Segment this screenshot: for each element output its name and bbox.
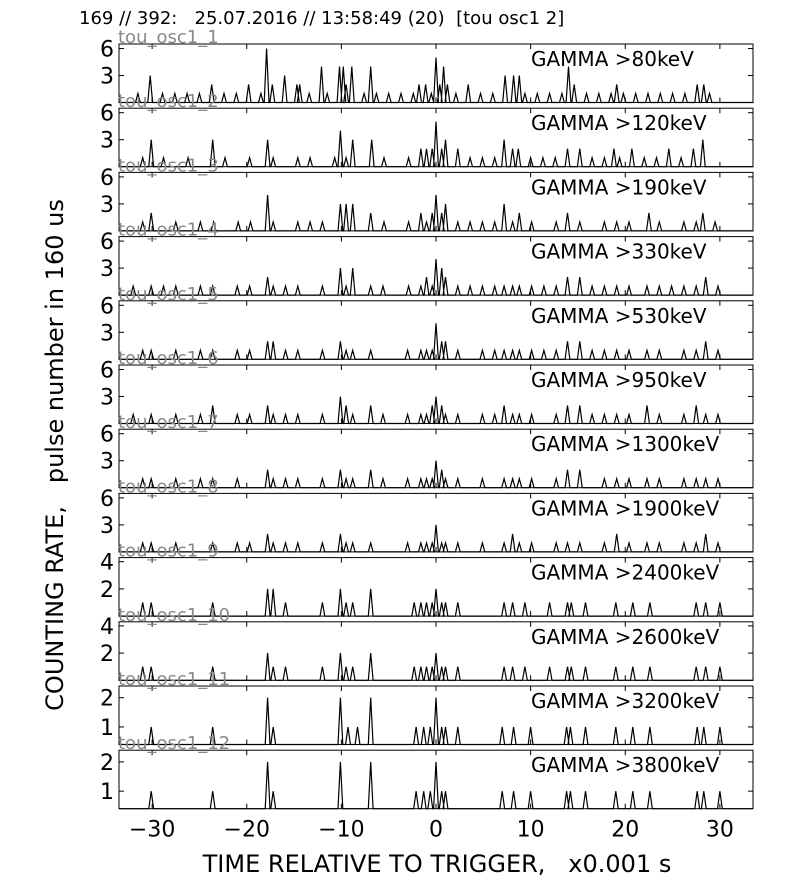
- channel-label: GAMMA >950keV: [531, 368, 707, 392]
- oscillator-tag: tou_osc1_4: [118, 220, 219, 241]
- chart-header: 169 // 392: 25.07.2016 // 13:58:49 (20) …: [79, 8, 565, 29]
- panel-5: 36 GAMMA >530keV tou_osc1_5: [100, 284, 754, 360]
- panel-4: 36 GAMMA >330keV tou_osc1_4: [100, 220, 754, 296]
- panel-3: 36 GAMMA >190keV tou_osc1_3: [100, 155, 754, 232]
- panel-11: 1 2 GAMMA >3200keV tou_osc1_11: [100, 669, 754, 746]
- channel-label: GAMMA >80keV: [531, 47, 694, 71]
- y-tick-label: 3: [100, 129, 114, 154]
- y-tick-label: 3: [100, 514, 114, 539]
- y-tick-label: 2: [100, 578, 114, 603]
- oscillator-tag: tou_osc1_9: [118, 541, 219, 562]
- panel-12: 1 2 GAMMA >3800keV tou_osc1_12: [100, 733, 754, 810]
- panel-8: 36 GAMMA >1900keV tou_osc1_8: [100, 476, 754, 553]
- y-tick-label: 2: [100, 751, 114, 776]
- channel-label: GAMMA >2400keV: [531, 561, 720, 585]
- panel-7: 36 GAMMA >1300keV tou_osc1_7: [100, 412, 754, 489]
- oscillator-tag: tou_osc1_7: [118, 412, 219, 433]
- y-tick-label: 6: [100, 423, 114, 448]
- y-tick-label: 6: [100, 166, 114, 191]
- oscillator-tag: tou_osc1_3: [118, 155, 219, 176]
- y-tick-label: 3: [100, 257, 114, 282]
- data-trace: [119, 460, 753, 489]
- y-tick-label: 3: [100, 450, 114, 475]
- x-tick-label: 30: [706, 818, 734, 843]
- x-tick-label: −30: [129, 818, 175, 843]
- channel-label: GAMMA >3800keV: [531, 753, 720, 777]
- oscillator-tag: tou_osc1_11: [118, 669, 230, 690]
- oscillator-tag: tou_osc1_5: [118, 284, 219, 305]
- channel-label: GAMMA >2600keV: [531, 625, 720, 649]
- channel-label: GAMMA >330keV: [531, 240, 707, 264]
- y-tick-label: 6: [100, 487, 114, 512]
- x-axis-label: TIME RELATIVE TO TRIGGER, x0.001 s: [202, 850, 672, 878]
- oscillator-tag: tou_osc1_1: [118, 27, 219, 48]
- x-tick-label: 0: [429, 818, 443, 843]
- oscillator-tag: tou_osc1_10: [118, 605, 230, 626]
- channel-label: GAMMA >530keV: [531, 304, 707, 328]
- channel-label: GAMMA >190keV: [531, 175, 707, 199]
- panel-1: 36 GAMMA >80keV tou_osc1_1: [100, 27, 754, 104]
- y-tick-label: 1: [100, 780, 114, 805]
- y-tick-label: 1: [100, 716, 114, 741]
- y-tick-label: 6: [100, 230, 114, 255]
- oscillator-tag: tou_osc1_2: [118, 91, 219, 112]
- oscillator-tag: tou_osc1_12: [118, 733, 230, 754]
- channel-label: GAMMA >1300keV: [531, 432, 720, 456]
- oscillator-tag: tou_osc1_6: [118, 348, 219, 369]
- y-tick-label: 2: [100, 687, 114, 712]
- y-tick-label: 3: [100, 386, 114, 411]
- y-tick-label: 4: [100, 615, 114, 640]
- y-tick-label: 3: [100, 193, 114, 218]
- panel-6: 36 GAMMA >950keV tou_osc1_6: [100, 348, 754, 425]
- y-tick-label: 3: [100, 321, 114, 346]
- x-tick-label: −10: [318, 818, 364, 843]
- panel-9: 24 GAMMA >2400keV tou_osc1_9: [100, 541, 754, 617]
- y-tick-label: 6: [100, 38, 114, 63]
- panel-2: 36 GAMMA >120keV tou_osc1_2: [100, 91, 754, 168]
- y-tick-label: 3: [100, 65, 114, 90]
- panel-10: 24 GAMMA >2600keV tou_osc1_10: [100, 605, 754, 681]
- y-tick-label: 4: [100, 551, 114, 576]
- data-trace: [119, 121, 753, 168]
- channel-label: GAMMA >3200keV: [531, 689, 720, 713]
- oscillator-tag: tou_osc1_8: [118, 476, 219, 497]
- channel-label: GAMMA >120keV: [531, 111, 707, 135]
- y-tick-label: 2: [100, 642, 114, 667]
- y-tick-label: 6: [100, 294, 114, 319]
- y-tick-label: 6: [100, 359, 114, 384]
- x-tick-label: 10: [517, 818, 545, 843]
- x-tick-label: 20: [611, 818, 639, 843]
- x-tick-label: −20: [224, 818, 270, 843]
- channel-label: GAMMA >1900keV: [531, 496, 720, 520]
- data-trace: [119, 697, 753, 746]
- y-tick-label: 6: [100, 102, 114, 127]
